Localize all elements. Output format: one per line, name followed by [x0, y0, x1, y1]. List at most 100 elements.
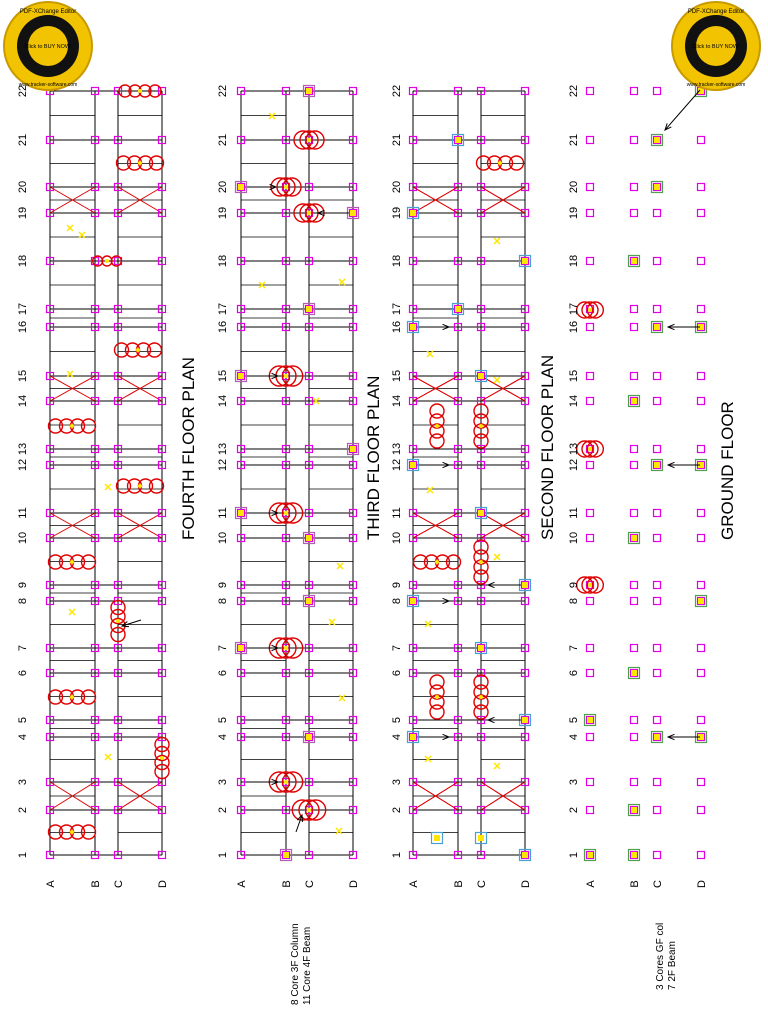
highlight-fill [522, 258, 528, 264]
bracing-line [117, 186, 163, 214]
column-marker-B8 [629, 596, 639, 606]
grid-number-label: 13 [391, 443, 403, 455]
column-marker-A5 [585, 715, 595, 725]
column-marker-B19 [453, 208, 463, 218]
column-marker-B3 [453, 777, 463, 787]
pdf-xchange-badge-right[interactable]: PDF-XChange Editor Click to BUY NOW! www… [671, 1, 761, 91]
column-marker-A13 [585, 444, 595, 454]
column-marker-A13 [45, 444, 55, 454]
yellow-x-mark [104, 483, 112, 491]
cloud-center-dot [435, 695, 439, 699]
column-marker-C10 [652, 533, 662, 543]
column-marker-C22 [113, 86, 123, 96]
grid-number-label: 14 [217, 395, 229, 407]
cloud-lobe [429, 704, 445, 720]
grid-letter-label: D [696, 880, 708, 888]
grid-number-label: 7 [17, 645, 29, 651]
cloud-lobe [110, 626, 126, 643]
grid-number-label: 1 [391, 852, 403, 858]
column-marker-A4 [408, 732, 418, 742]
pdf-xchange-badge-left[interactable]: PDF-XChange Editor Click to BUY NOW! www… [3, 1, 93, 91]
yellow-x-mark [78, 231, 86, 239]
grid-number-label: 19 [391, 207, 403, 219]
arrow-head [486, 581, 495, 589]
column-marker-C17 [304, 304, 314, 314]
highlight-fill [478, 645, 484, 651]
column-marker-C3 [476, 777, 486, 787]
column-marker-C21 [476, 135, 486, 145]
highlight-fill [306, 535, 312, 541]
cloud-center-dot [138, 161, 142, 165]
column-marker-B1 [629, 850, 639, 860]
column-marker-A11 [236, 508, 246, 518]
highlight-fill [238, 510, 244, 516]
column-marker-A21 [408, 135, 418, 145]
column-marker-C16 [304, 322, 314, 332]
grid-number-label: 8 [568, 598, 580, 604]
arrow-head [664, 123, 672, 131]
cloud-lobe [113, 342, 130, 358]
column-marker-C4 [113, 732, 123, 742]
arrow-head [271, 778, 280, 786]
column-marker-C8 [304, 596, 314, 606]
highlight-fill [631, 398, 637, 404]
grid-letter-label: A [236, 880, 248, 888]
cloud-center-dot [138, 484, 142, 488]
column-marker-A6 [45, 668, 55, 678]
column-marker-D20 [348, 182, 358, 192]
grid-number-label: 12 [217, 459, 229, 471]
column-marker-C3 [304, 777, 314, 787]
column-marker-C19 [113, 208, 123, 218]
third-floor-highlight [302, 730, 316, 744]
column-marker-B3 [90, 777, 100, 787]
cloud-lobe [80, 824, 97, 840]
cloud-lobe [429, 674, 445, 690]
cloud-lobe [581, 576, 599, 594]
column-marker-C14 [113, 396, 123, 406]
column-marker-D10 [696, 533, 706, 543]
column-marker-A19 [45, 208, 55, 218]
column-marker-B16 [90, 322, 100, 332]
column-marker-A12 [45, 460, 55, 470]
column-marker-C10 [304, 533, 314, 543]
yellow-x-mark [493, 762, 501, 770]
column-marker-A20 [236, 182, 246, 192]
highlight-fill [410, 210, 416, 216]
highlight-fill [631, 535, 637, 541]
column-marker-D2 [348, 805, 358, 815]
cloud-center-dot [284, 185, 288, 189]
column-marker-C1 [476, 850, 486, 860]
grid-letter-label: A [45, 880, 57, 888]
grid-number-label: 20 [568, 181, 580, 193]
cloud-lobe [110, 608, 126, 625]
highlight-fill [587, 717, 593, 723]
column-marker-B13 [453, 444, 463, 454]
column-marker-B18 [281, 256, 291, 266]
grid-letter-label: C [304, 880, 316, 888]
column-marker-B5 [90, 715, 100, 725]
column-marker-A13 [408, 444, 418, 454]
revision-cloud [575, 576, 605, 594]
highlight-fill [654, 137, 660, 143]
ground-floor-highlight [650, 730, 664, 744]
column-marker-A8 [585, 596, 595, 606]
column-marker-A18 [408, 256, 418, 266]
column-marker-A6 [585, 668, 595, 678]
cloud-lobe [473, 433, 489, 449]
column-marker-B22 [629, 86, 639, 96]
cloud-lobe [47, 418, 64, 434]
column-marker-B4 [453, 732, 463, 742]
highlight-fill [306, 306, 312, 312]
yellow-x-mark [338, 278, 346, 286]
highlight-fill [283, 852, 289, 858]
grid-number-label: 1 [17, 852, 29, 858]
grid-number-label: 20 [391, 181, 403, 193]
column-marker-D6 [520, 668, 530, 678]
highlight-fill [654, 184, 660, 190]
column-marker-D5 [157, 715, 167, 725]
third-floor-highlight [302, 302, 316, 316]
badge-line-3: www.tracker-software.com [19, 82, 78, 88]
cloud-lobe [473, 569, 489, 585]
highlight-fill [410, 734, 416, 740]
column-marker-D15 [348, 371, 358, 381]
